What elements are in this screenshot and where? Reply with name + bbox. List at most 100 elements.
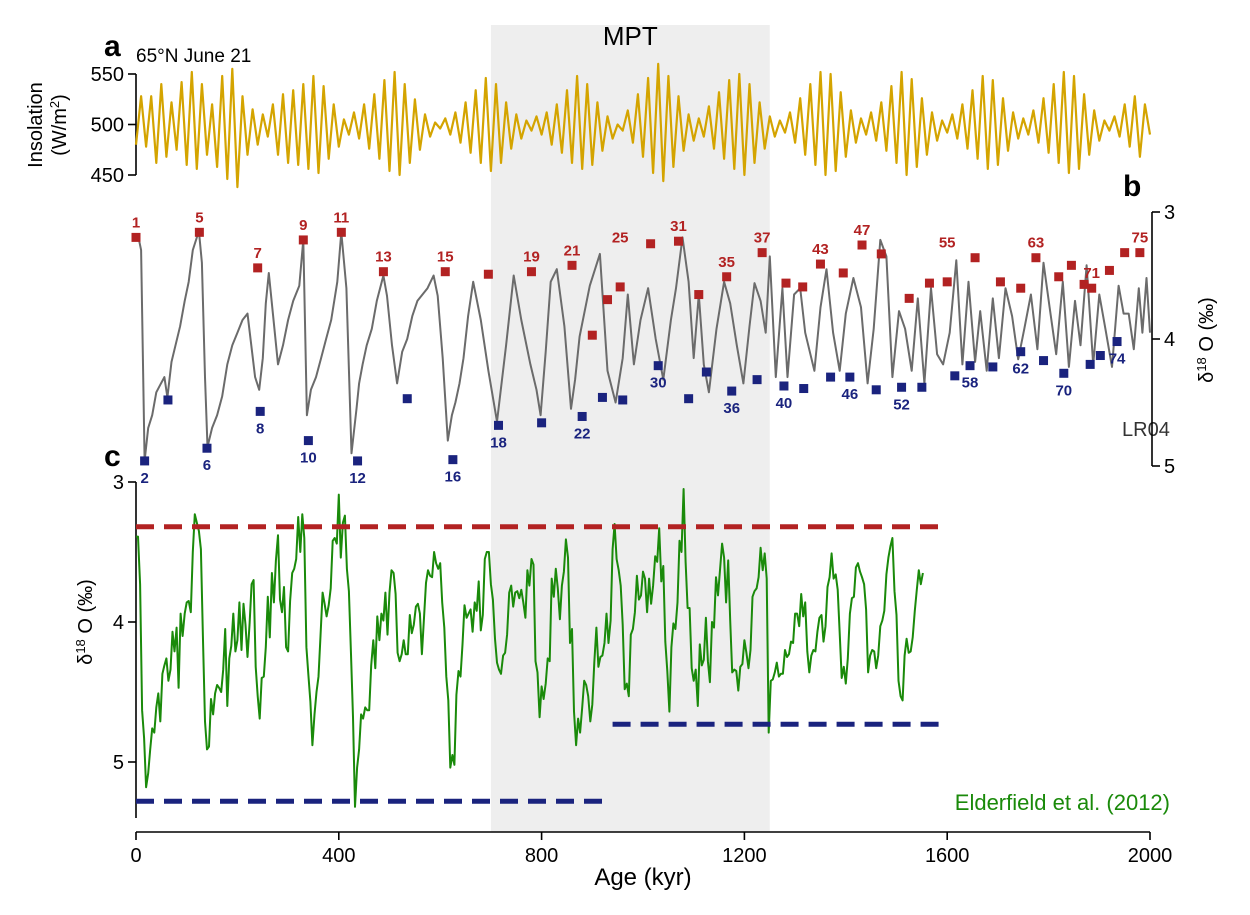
glacial-marker [871, 385, 881, 395]
mis-glacial-label: 10 [300, 450, 317, 467]
lr04-series-line [135, 230, 1151, 462]
glacial-marker [202, 443, 212, 453]
mis-interglacial-label: 35 [718, 254, 735, 271]
mis-glacial-label: 6 [203, 457, 211, 474]
interglacial-marker [587, 330, 597, 340]
shade-layer [490, 25, 770, 832]
interglacial-marker [798, 282, 808, 292]
mis-interglacial-label: 55 [939, 235, 956, 252]
x-axis: Age (kyr) 0 400 800 1200 1600 2000 [130, 831, 1173, 891]
glacial-marker [826, 372, 836, 382]
panel-c: c δ18 O (‰) Elderfield et al. (2012) 3 4 5 [73, 440, 1170, 818]
mis-glacial-label: 8 [256, 420, 264, 437]
glacial-marker [684, 394, 694, 404]
interglacial-marker [1054, 272, 1064, 282]
mis-glacial-label: 2 [140, 470, 148, 487]
interglacial-marker [694, 290, 704, 300]
panel-b-y-tick-label: 4 [1164, 329, 1175, 351]
panel-a-title: 65°N June 21 [136, 46, 251, 67]
mis-glacial-label: 12 [349, 470, 366, 487]
interglacial-marker [722, 272, 732, 282]
mis-glacial-label: 70 [1055, 382, 1072, 399]
mpt-shaded-region [490, 25, 770, 832]
mis-interglacial-label: 25 [612, 230, 629, 247]
glacial-marker [537, 418, 547, 428]
panel-b-ylabel-sup: 18 [1194, 357, 1209, 371]
mis-interglacial-label: 47 [854, 222, 871, 239]
mis-interglacial-label: 9 [299, 217, 307, 234]
panel-a-ylabel: Insolation [25, 82, 47, 168]
panel-a-letter: a [104, 30, 121, 63]
interglacial-marker [970, 253, 980, 263]
panel-b-y-tick-label: 5 [1164, 456, 1175, 478]
interglacial-marker [924, 278, 934, 288]
interglacial-marker [1135, 248, 1145, 258]
panel-a-y-tick-label: 450 [91, 165, 124, 187]
panel-a-y-tick-label: 550 [91, 64, 124, 86]
glacial-marker [163, 395, 173, 405]
glacial-marker [950, 371, 960, 381]
glacial-marker [353, 456, 363, 466]
panel-c-y-tick-label: 5 [113, 752, 124, 774]
panel-c-ylabel-base: δ [75, 654, 97, 665]
mis-interglacial-label: 37 [754, 230, 771, 247]
x-tick-label: 800 [525, 845, 558, 867]
insolation-series-line [134, 62, 1152, 189]
mis-interglacial-label: 1 [132, 214, 140, 231]
mis-interglacial-label: 5 [195, 209, 203, 226]
source-label: Elderfield et al. (2012) [955, 790, 1170, 815]
interglacial-marker [440, 267, 450, 277]
glacial-marker [799, 384, 809, 394]
glacial-marker [402, 394, 412, 404]
glacial-marker [597, 392, 607, 402]
x-axis-label: Age (kyr) [594, 864, 691, 891]
interglacial-marker [1031, 253, 1041, 263]
x-tick-label: 2000 [1128, 845, 1173, 867]
mis-interglacial-label: 75 [1132, 230, 1149, 247]
glacial-marker [701, 367, 711, 377]
interglacial-marker [1120, 248, 1130, 258]
mis-interglacial-label: 31 [670, 218, 687, 235]
interglacial-marker [378, 267, 388, 277]
panel-b-ylabel-base: δ [1196, 372, 1218, 383]
interglacial-marker [253, 263, 263, 273]
mis-glacial-label: 36 [723, 400, 740, 417]
interglacial-marker [673, 236, 683, 246]
glacial-marker [965, 361, 975, 371]
glacial-marker [577, 411, 587, 421]
panel-a-ylabel-units-base: (W/m [49, 108, 71, 156]
interglacial-marker [757, 248, 767, 258]
glacial-marker [917, 382, 927, 392]
mis-interglacial-label: 21 [564, 242, 581, 259]
panel-c-y-tick-label: 3 [113, 472, 124, 494]
interglacial-marker [781, 278, 791, 288]
interglacial-marker [876, 249, 886, 259]
panel-a-ylabel-units-sup: 2 [47, 101, 62, 108]
interglacial-marker [1079, 279, 1089, 289]
glacial-marker [494, 420, 504, 430]
mis-interglacial-label: 71 [1083, 265, 1100, 282]
mpt-label: MPT [603, 21, 658, 51]
mis-glacial-label: 40 [776, 395, 793, 412]
glacial-marker [1039, 356, 1049, 366]
interglacial-marker [131, 232, 141, 242]
interglacial-marker [1104, 265, 1114, 275]
mis-glacial-label: 52 [893, 396, 910, 413]
mis-interglacial-label: 13 [375, 249, 392, 266]
glacial-marker [653, 361, 663, 371]
panel-a-ylabel-units: (W/m2) [47, 94, 72, 156]
panel-c-ylabel: δ18 O (‰) [73, 579, 98, 665]
x-tick-label: 400 [322, 845, 355, 867]
mis-glacial-label: 62 [1012, 361, 1029, 378]
interglacial-marker [1066, 260, 1076, 270]
mis-glacial-label: 22 [574, 425, 591, 442]
mis-interglacial-label: 43 [812, 241, 829, 258]
glacial-marker [618, 395, 628, 405]
glacial-marker [1016, 347, 1026, 357]
mis-interglacial-label: 63 [1028, 235, 1045, 252]
panel-b-ylabel: δ18 O (‰) [1194, 297, 1219, 383]
interglacial-marker [603, 295, 613, 305]
interglacial-marker [483, 269, 493, 279]
glacial-marker [1085, 359, 1095, 369]
